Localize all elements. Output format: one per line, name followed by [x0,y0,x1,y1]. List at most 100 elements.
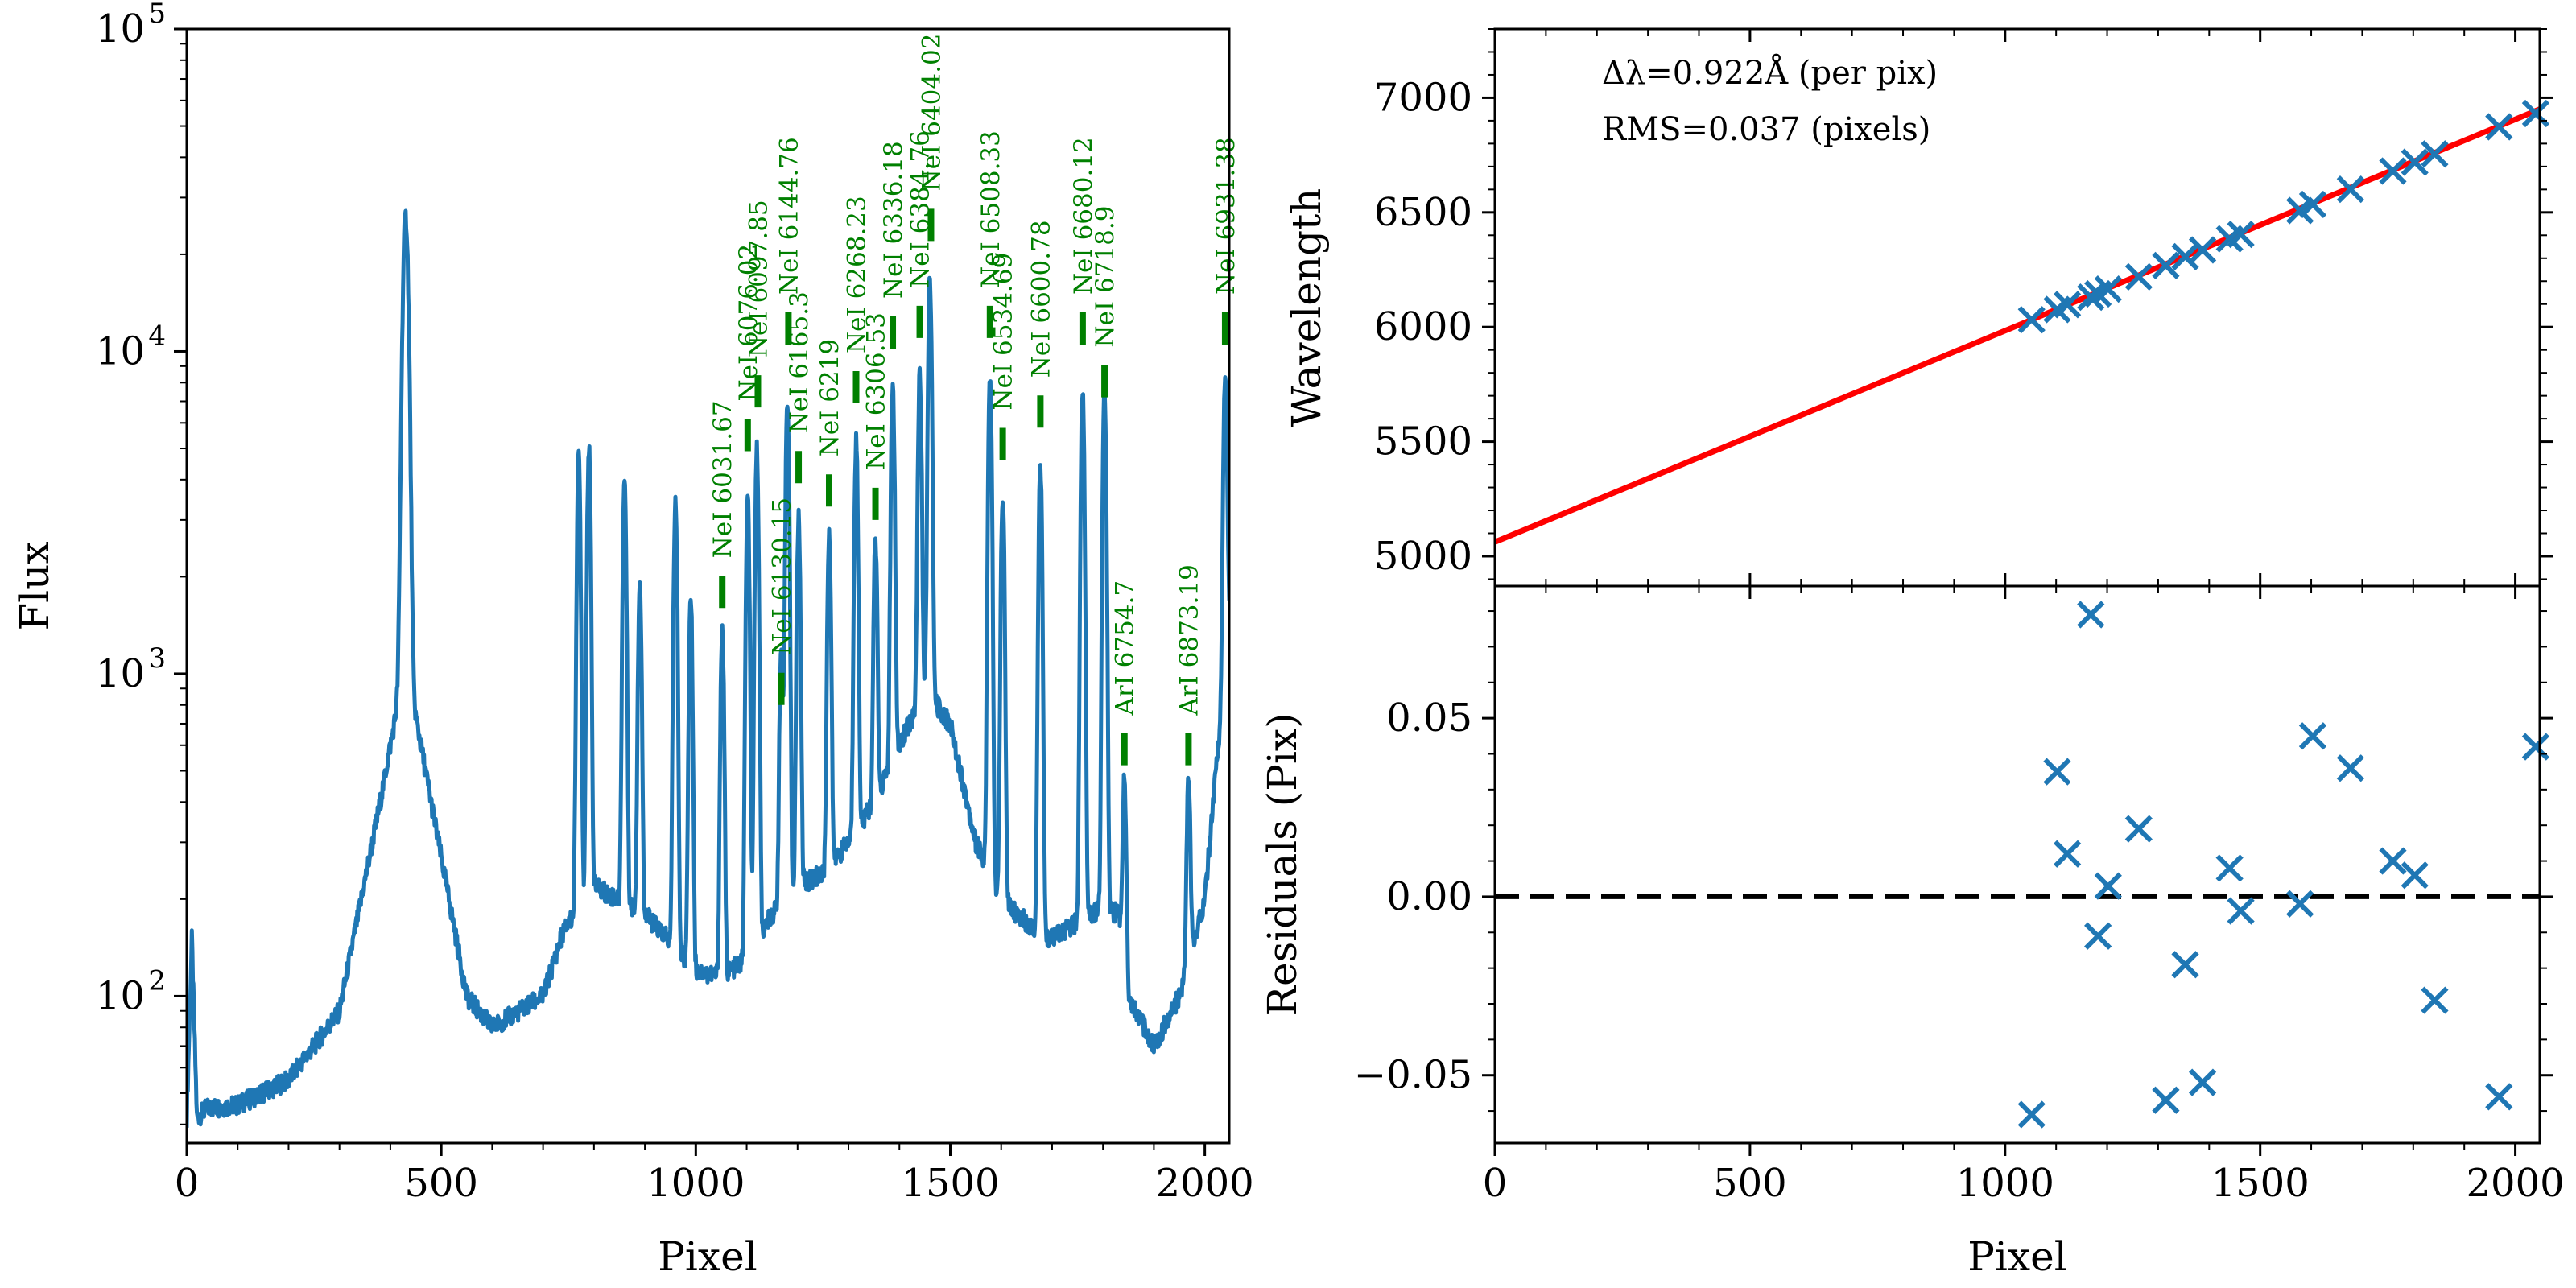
residuals-axes: 0 500 1000 1500 2000 −0.05 0.00 0.05 [1354,586,2565,1206]
fit-point [2053,291,2082,319]
fit-point [2401,148,2429,176]
residual-point [2401,861,2429,890]
y-tick-label: 0.05 [1386,696,1472,741]
line-label: NeI 6219 [815,339,844,456]
y-tick-label: 5500 [1374,419,1472,464]
wavelength-fit-panel: 5000 5500 6000 6500 7000 Δλ=0.922Å (per pix)… [1283,27,2553,588]
x-tick-label: 2000 [2467,1161,2565,1206]
line-label: NeI 6718.9 [1091,206,1120,348]
line-label: NeI 6144.76 [774,137,803,295]
fit-point [2188,236,2217,264]
y-tick-label: 7000 [1374,75,1472,120]
y-tick-label: 6000 [1374,304,1472,349]
residual-point [2084,922,2112,950]
y-tick-label: 10 [96,651,145,696]
fit-point [2094,275,2122,303]
fit-point [2077,283,2105,312]
fit-point [2124,262,2153,291]
residuals-y-label: Residuals (Pix) [1259,712,1306,1016]
rms-annotation: RMS=0.037 (pixels) [1602,111,1930,148]
residual-point [2485,1083,2513,1111]
spectrum-x-label: Pixel [658,1233,757,1280]
line-label: NeI 6508.33 [976,130,1005,288]
residual-point [2053,840,2082,868]
fit-point [2298,190,2327,219]
residual-point [2215,854,2244,882]
x-tick-label: 1000 [1956,1161,2054,1206]
x-tick-label: 1500 [2211,1161,2310,1206]
x-tick-label: 2000 [1156,1161,1254,1206]
residual-point [2188,1068,2217,1096]
residual-point [2171,951,2199,979]
residual-point [2421,986,2449,1014]
spectrum-line [187,208,1229,1128]
y-tick-label: 6500 [1374,190,1472,235]
fit-point [2421,140,2449,168]
residual-point [2152,1086,2180,1114]
y-tick-exponent: 5 [148,0,166,30]
fit-point [2521,99,2550,128]
fit-plot-area [1493,99,2550,545]
y-tick-exponent: 2 [148,964,166,997]
spectrum-y-label: Flux [11,541,58,630]
fit-y-label: Wavelength [1283,188,1330,427]
y-tick-label: 10 [96,973,145,1018]
line-label: ArI 6754.7 [1111,580,1140,716]
y-tick-label: 5000 [1374,534,1472,579]
fit-point [2336,175,2364,204]
residual-point [2227,897,2255,925]
x-tick-label: 0 [175,1161,200,1206]
residual-point [2017,1100,2046,1129]
fit-axes: 5000 5500 6000 6500 7000 [1374,28,2553,586]
fit-point [2171,242,2199,271]
y-tick-exponent: 4 [148,320,166,352]
y-tick-label: 10 [96,328,145,374]
fit-point [2485,113,2513,141]
line-label: NeI 6680.12 [1069,137,1098,295]
residuals-frame [1493,584,2541,1145]
line-label: NeI 6336.18 [879,141,908,299]
fit-point [2379,157,2407,185]
residual-point [2094,872,2122,900]
residual-point [2336,754,2364,782]
residuals-panel: 0 500 1000 1500 2000 −0.05 0.00 0.05 Pixel Resi… [1259,584,2565,1280]
y-tick-label: −0.05 [1354,1053,1472,1098]
x-tick-label: 500 [404,1161,478,1206]
fit-point [2152,251,2180,279]
dispersion-annotation: Δλ=0.922Å (per pix) [1602,54,1938,92]
line-label: NeI 6404.02 [917,34,946,192]
line-label: NeI 6534.69 [989,253,1018,411]
line-label: NeI 6130.15 [768,497,797,655]
residuals-x-label: Pixel [1967,1233,2066,1280]
y-tick-exponent: 3 [148,642,166,675]
line-label: NeI 6306.53 [862,312,891,470]
line-label: NeI 6931.38 [1212,137,1241,295]
x-tick-label: 0 [1483,1161,1508,1206]
line-label: NeI 6031.67 [708,400,737,558]
y-tick-label: 10 [96,6,145,52]
residual-point [2043,758,2071,786]
x-tick-label: 1500 [901,1161,999,1206]
residual-point [2077,601,2105,629]
residuals-plot-area [1495,601,2550,1129]
y-tick-label: 0.00 [1386,874,1472,919]
line-label: ArI 6873.19 [1174,564,1203,716]
fit-line [1493,106,2541,545]
residual-point [2285,890,2314,918]
residual-point [2521,733,2550,761]
fit-point [2017,306,2046,334]
residual-point [2379,847,2407,875]
line-label: NeI 6097.85 [744,200,773,357]
line-label: NeI 6268.23 [843,196,872,353]
fit-point [2227,221,2255,249]
residual-point [2298,722,2327,750]
x-tick-label: 500 [1713,1161,1787,1206]
line-label: NeI 6600.78 [1026,220,1055,378]
line-label: NeI 6076.02 [734,244,763,402]
line-label: NeI 6165.3 [785,291,814,433]
